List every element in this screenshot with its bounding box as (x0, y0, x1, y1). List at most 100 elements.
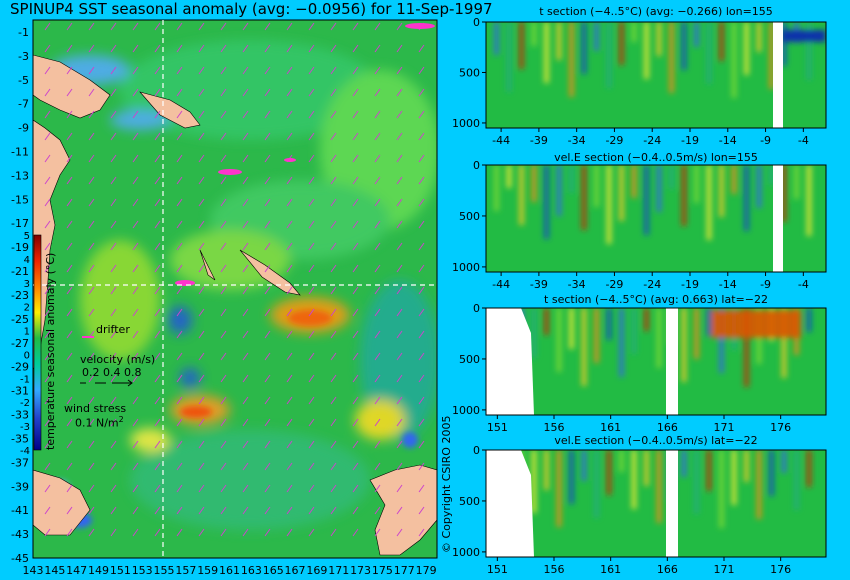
wind-vector (66, 264, 73, 273)
wind-vector (374, 528, 381, 537)
wind-vector (264, 264, 271, 273)
wind-vector (44, 308, 51, 317)
panel2-x-tick-4: -24 (643, 278, 661, 291)
wind-vector (374, 110, 381, 119)
wind-vector (44, 242, 51, 251)
wind-vector (418, 264, 425, 273)
wind-vector (308, 286, 315, 295)
land-mask (486, 308, 534, 415)
wind-vector (220, 418, 227, 427)
wind-vector (198, 242, 205, 251)
wind-vector (132, 528, 139, 537)
wind-vector (132, 506, 139, 515)
panel1-x-tick-4: -24 (643, 134, 661, 147)
wind-vector (66, 462, 73, 471)
wind-vector (88, 440, 95, 449)
wind-vector (308, 176, 315, 185)
wind-vector (352, 352, 359, 361)
wind-vector (352, 528, 359, 537)
map-y-tick-14: -29 (11, 361, 29, 374)
wind-vector (330, 176, 337, 185)
wind-vector (220, 110, 227, 119)
wind-vector (352, 506, 359, 515)
wind-vector (132, 198, 139, 207)
wind-vector (132, 330, 139, 339)
wind-vector (154, 198, 161, 207)
panel2-x-tick-0: -44 (492, 278, 510, 291)
map-y-tick-2: -5 (18, 74, 29, 87)
wind-vector (286, 176, 293, 185)
wind-vector (330, 418, 337, 427)
panel2-y-tick-0: 0 (473, 159, 480, 172)
wind-vector (44, 198, 51, 207)
wind-vector (88, 308, 95, 317)
wind-vector (154, 330, 161, 339)
wind-vector (418, 396, 425, 405)
wind-vector (110, 110, 117, 119)
wind-vector (286, 330, 293, 339)
wind-vector (418, 198, 425, 207)
wind-vector (66, 22, 73, 31)
wind-vector (198, 440, 205, 449)
wind-vector (220, 88, 227, 97)
wind-vector (110, 88, 117, 97)
wind-vector (374, 88, 381, 97)
wind-vector (110, 44, 117, 53)
wind-vector (176, 198, 183, 207)
wind-vector (264, 352, 271, 361)
wind-vector (88, 198, 95, 207)
map-x-tick-5: 153 (132, 564, 153, 577)
wind-vector (286, 220, 293, 229)
panel1-x-tick-3: -29 (605, 134, 623, 147)
wind-vector (330, 44, 337, 53)
wind-vector (88, 484, 95, 493)
wind-vector (418, 462, 425, 471)
wind-vector (264, 528, 271, 537)
map-y-tick-4: -9 (18, 122, 29, 135)
map-y-tick-9: -19 (11, 241, 29, 254)
wind-vector (132, 396, 139, 405)
wind-vector (352, 44, 359, 53)
wind-vector (44, 330, 51, 339)
wind-vector (176, 44, 183, 53)
wind-vector (176, 418, 183, 427)
wind-vector (308, 506, 315, 515)
wind-vector (352, 330, 359, 339)
wind-vector (286, 506, 293, 515)
wind-vector (198, 176, 205, 185)
wind-vector (264, 154, 271, 163)
wind-vector (264, 110, 271, 119)
wind-vector (110, 264, 117, 273)
wind-vector (198, 330, 205, 339)
wind-vector (110, 132, 117, 141)
map-y-tick-6: -13 (11, 169, 29, 182)
wind-vector (154, 396, 161, 405)
wind-vector (242, 308, 249, 317)
wind-vector (44, 88, 51, 97)
wind-vector (330, 506, 337, 515)
wind-vector (110, 352, 117, 361)
map-y-tick-15: -31 (11, 385, 29, 398)
wind-vector (242, 418, 249, 427)
wind-vector (110, 418, 117, 427)
wind-vector (330, 308, 337, 317)
wind-vector (396, 176, 403, 185)
wind-vector (132, 242, 139, 251)
wind-vector (330, 132, 337, 141)
wind-vector (220, 374, 227, 383)
wind-vector (308, 198, 315, 207)
wind-vector (44, 484, 51, 493)
wind-vector (330, 66, 337, 75)
wind-vector (110, 286, 117, 295)
wind-vector (242, 110, 249, 119)
wind-vector (418, 308, 425, 317)
panel4-x-tick-3: 166 (657, 563, 678, 576)
wind-vector (198, 154, 205, 163)
wind-vector (220, 440, 227, 449)
map-x-tick-7: 157 (175, 564, 196, 577)
wind-vector (176, 154, 183, 163)
panel4-x-tick-2: 161 (600, 563, 621, 576)
wind-vector (66, 440, 73, 449)
wind-vector (330, 396, 337, 405)
wind-vector (352, 220, 359, 229)
